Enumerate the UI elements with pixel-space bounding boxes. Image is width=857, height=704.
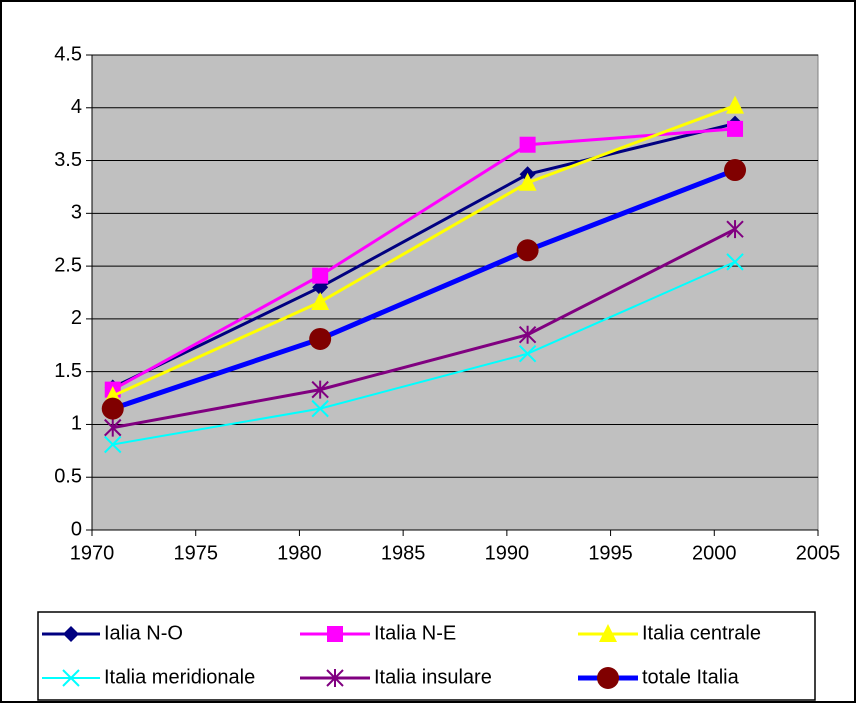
marker <box>63 626 79 642</box>
legend-label: Italia insulare <box>374 666 492 688</box>
y-tick-label: 4 <box>71 96 82 118</box>
y-tick-label: 4.5 <box>54 43 82 65</box>
y-tick-label: 2 <box>71 307 82 329</box>
marker <box>727 120 744 137</box>
marker <box>726 95 745 114</box>
legend-label: Italia N-E <box>374 622 456 644</box>
marker <box>311 292 330 310</box>
y-tick-label: 3 <box>71 202 82 224</box>
y-tick-label: 1.5 <box>54 360 82 382</box>
x-tick-label: 2005 <box>796 542 841 564</box>
plot-background <box>91 54 819 531</box>
marker <box>327 626 343 642</box>
series-line <box>112 122 736 389</box>
series-line <box>112 227 736 430</box>
legend-label: Ialia N-O <box>104 622 183 644</box>
marker <box>309 327 332 350</box>
marker <box>726 220 744 239</box>
marker <box>62 669 80 687</box>
series-line <box>112 104 736 398</box>
x-tick-label: 2000 <box>692 542 737 564</box>
legend-label: Italia meridionale <box>104 666 255 688</box>
y-tick-label: 0.5 <box>54 466 82 488</box>
marker <box>101 397 124 420</box>
x-tick-label: 1980 <box>277 542 322 564</box>
marker <box>312 267 329 284</box>
marker <box>311 399 329 418</box>
marker <box>311 380 329 399</box>
x-tick-label: 1990 <box>485 542 530 564</box>
marker <box>518 172 537 191</box>
series-line <box>112 260 736 446</box>
marker <box>518 325 537 344</box>
plot-area: 0 0.5 1 1.5 2 2.5 3 3.5 4 4.5 1970 1975 1980 1985 1990… <box>54 43 840 564</box>
series-line <box>111 167 736 411</box>
y-tick-label: 0 <box>71 518 82 540</box>
marker <box>518 345 537 363</box>
marker <box>519 136 536 153</box>
x-tick-label: 1975 <box>173 542 218 564</box>
series-line <box>112 127 736 391</box>
x-tick-label: 1985 <box>381 542 426 564</box>
x-tick-label: 1995 <box>588 542 633 564</box>
y-tick-label: 3.5 <box>54 149 82 171</box>
marker <box>724 159 747 182</box>
y-tick-label: 1 <box>71 413 82 435</box>
marker <box>326 669 344 687</box>
y-tick-label: 2.5 <box>54 254 82 276</box>
marker <box>726 253 744 271</box>
legend-label: Italia centrale <box>642 622 761 644</box>
x-tick-label: 1970 <box>70 542 115 564</box>
marker <box>599 624 617 642</box>
legend-label: totale Italia <box>642 666 740 688</box>
marker <box>597 667 619 689</box>
marker <box>516 239 539 262</box>
marker <box>104 435 122 454</box>
legend <box>37 611 816 701</box>
marker <box>104 418 122 437</box>
